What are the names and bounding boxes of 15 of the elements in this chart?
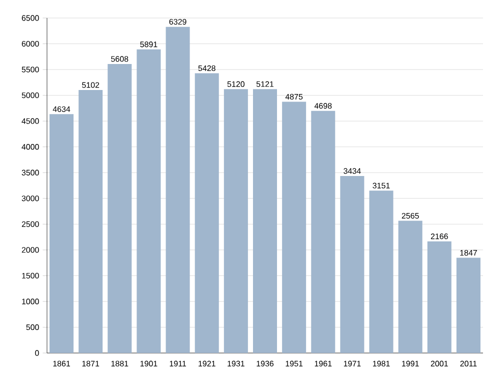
bar <box>398 220 422 353</box>
bar <box>282 102 306 353</box>
bar <box>427 241 452 353</box>
bar <box>50 114 74 353</box>
bar <box>340 176 364 353</box>
bar <box>456 258 480 353</box>
bar <box>136 49 161 353</box>
bar <box>108 64 132 353</box>
bar <box>166 26 190 353</box>
bar <box>311 110 336 353</box>
bar <box>194 73 219 353</box>
bar <box>78 90 103 353</box>
bar <box>224 89 248 353</box>
bar <box>369 190 394 353</box>
bar <box>253 89 278 353</box>
